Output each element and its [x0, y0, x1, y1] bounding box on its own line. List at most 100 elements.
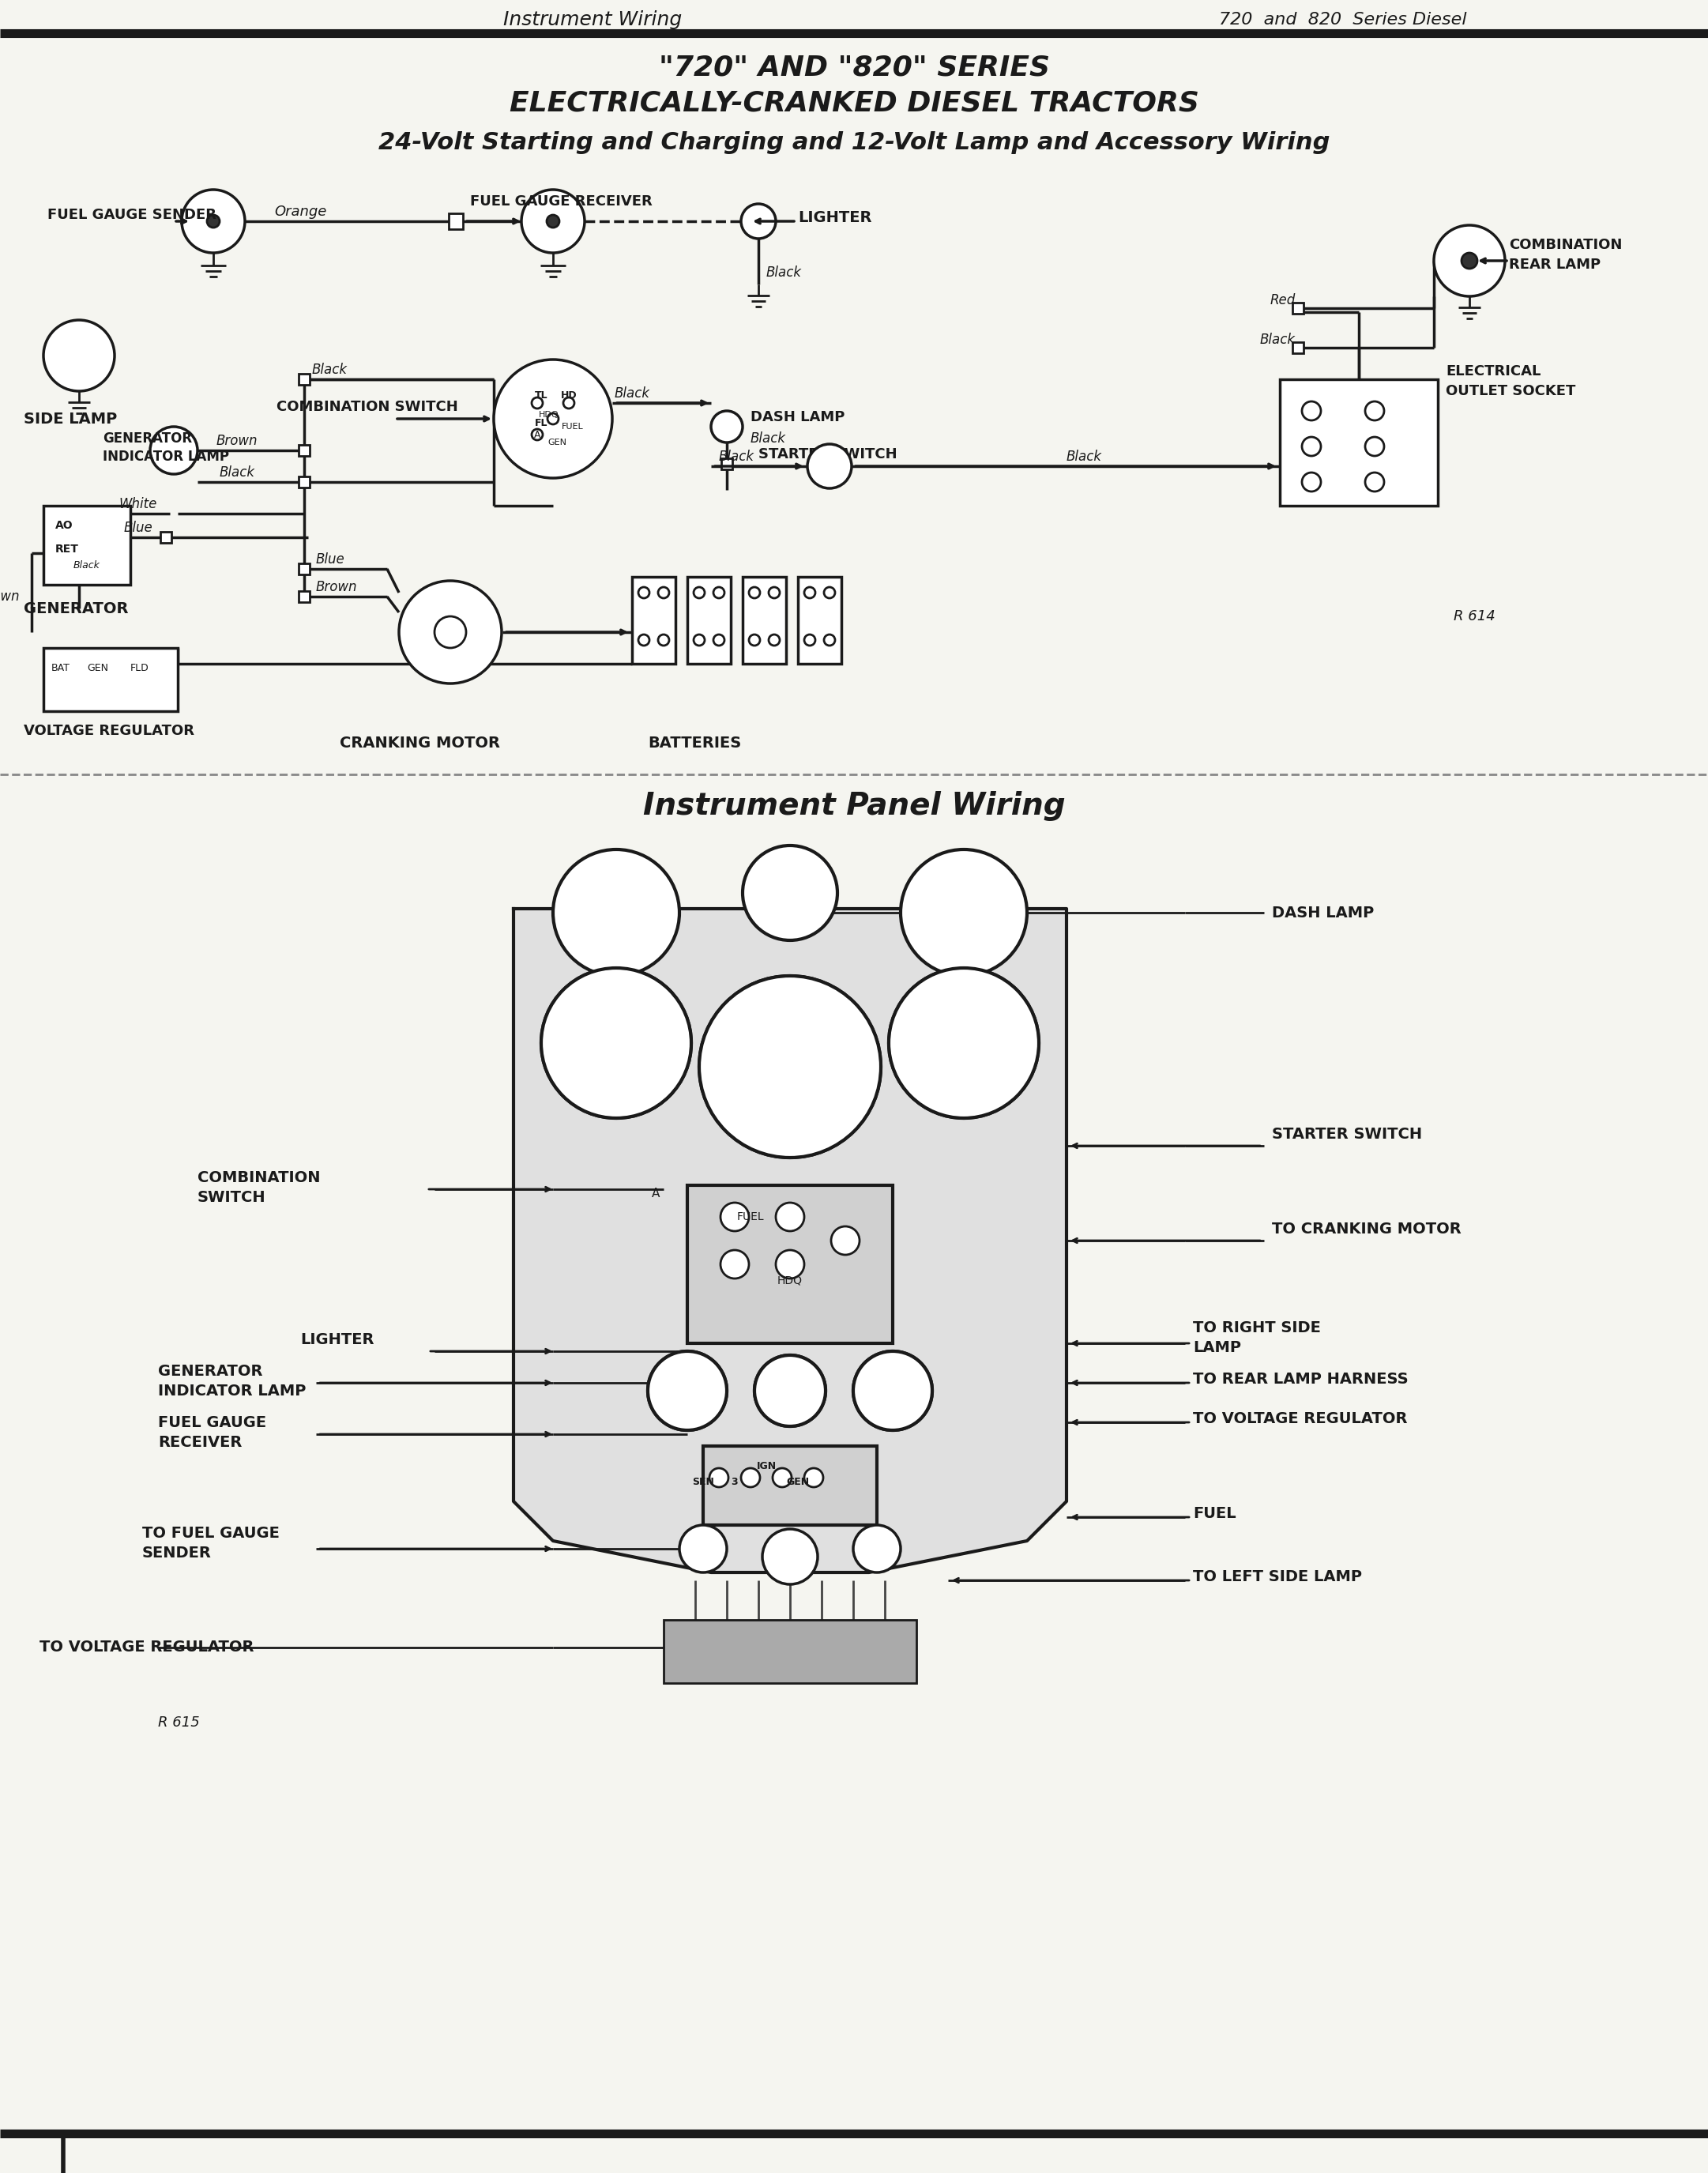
- Bar: [43, 648, 178, 711]
- Text: 24-Volt Starting and Charging and 12-Volt Lamp and Accessory Wiring: 24-Volt Starting and Charging and 12-Vol…: [377, 130, 1331, 154]
- Bar: [43, 506, 130, 585]
- Circle shape: [804, 635, 815, 645]
- Text: BAT: BAT: [51, 663, 70, 674]
- Circle shape: [714, 635, 724, 645]
- Text: COMBINATION SWITCH: COMBINATION SWITCH: [277, 400, 458, 415]
- Circle shape: [434, 617, 466, 648]
- Circle shape: [658, 587, 670, 598]
- Text: 3: 3: [731, 1475, 738, 1486]
- Circle shape: [804, 587, 815, 598]
- Circle shape: [553, 850, 680, 976]
- Circle shape: [888, 967, 1038, 1119]
- Text: GEN: GEN: [786, 1475, 810, 1486]
- Text: TO VOLTAGE REGULATOR: TO VOLTAGE REGULATOR: [39, 1641, 254, 1656]
- Text: IGN: IGN: [757, 1460, 775, 1471]
- Circle shape: [699, 976, 881, 1158]
- Text: HDQ: HDQ: [540, 411, 559, 419]
- Circle shape: [741, 1469, 760, 1486]
- Text: VOLTAGE REGULATOR: VOLTAGE REGULATOR: [24, 724, 195, 739]
- Bar: [299, 374, 309, 385]
- Bar: [299, 476, 309, 487]
- Text: LIGHTER: LIGHTER: [301, 1332, 374, 1347]
- Text: COMBINATION: COMBINATION: [198, 1169, 321, 1184]
- Bar: [687, 1184, 893, 1343]
- Circle shape: [548, 413, 559, 424]
- Circle shape: [888, 967, 1038, 1119]
- Circle shape: [1365, 437, 1383, 456]
- Text: "720" AND "820" SERIES: "720" AND "820" SERIES: [659, 54, 1049, 80]
- Text: Instrument Wiring: Instrument Wiring: [504, 11, 681, 28]
- Circle shape: [1435, 226, 1505, 296]
- Circle shape: [1301, 437, 1320, 456]
- Text: OUTLET SOCKET: OUTLET SOCKET: [1445, 385, 1575, 398]
- Text: Brown: Brown: [217, 435, 258, 448]
- Circle shape: [808, 443, 852, 489]
- Circle shape: [772, 1469, 791, 1486]
- Circle shape: [150, 426, 198, 474]
- Text: STARTER SWITCH: STARTER SWITCH: [758, 448, 897, 461]
- Text: SEN: SEN: [692, 1475, 714, 1486]
- Text: SIDE LAMP: SIDE LAMP: [24, 411, 118, 426]
- Text: GENERATOR: GENERATOR: [102, 432, 191, 445]
- Text: TL: TL: [535, 389, 548, 400]
- Text: A: A: [652, 1186, 659, 1199]
- Bar: [299, 591, 309, 602]
- Text: SENDER: SENDER: [142, 1545, 212, 1560]
- Text: LIGHTER: LIGHTER: [798, 211, 871, 224]
- Circle shape: [1462, 252, 1477, 269]
- Text: FUEL GAUGE RECEIVER: FUEL GAUGE RECEIVER: [470, 193, 652, 209]
- Text: Brown: Brown: [0, 589, 20, 604]
- Text: R 615: R 615: [159, 1714, 200, 1730]
- Text: Black: Black: [615, 387, 649, 400]
- Circle shape: [721, 1202, 748, 1232]
- Circle shape: [804, 1469, 823, 1486]
- Bar: [1293, 341, 1303, 354]
- Text: RET: RET: [55, 543, 79, 554]
- Circle shape: [639, 587, 649, 598]
- Text: HDQ: HDQ: [777, 1276, 803, 1286]
- Text: GENERATOR: GENERATOR: [159, 1362, 263, 1378]
- Circle shape: [1301, 402, 1320, 419]
- Bar: [449, 213, 463, 228]
- Text: ELECTRICALLY-CRANKED DIESEL TRACTORS: ELECTRICALLY-CRANKED DIESEL TRACTORS: [509, 89, 1199, 115]
- Text: R 614: R 614: [1454, 608, 1494, 624]
- Text: STARTER SWITCH: STARTER SWITCH: [1272, 1126, 1423, 1141]
- Text: COMBINATION: COMBINATION: [1508, 237, 1623, 252]
- Bar: [299, 445, 309, 456]
- Circle shape: [711, 411, 743, 443]
- Text: Black: Black: [73, 561, 101, 569]
- Bar: [721, 459, 733, 469]
- Circle shape: [693, 635, 705, 645]
- Text: GEN: GEN: [548, 439, 567, 445]
- Text: Black: Black: [767, 265, 801, 280]
- Circle shape: [709, 1469, 728, 1486]
- Bar: [1293, 302, 1303, 313]
- Circle shape: [521, 189, 584, 252]
- Bar: [704, 1445, 876, 1525]
- Bar: [743, 576, 786, 663]
- Text: Black: Black: [750, 432, 786, 445]
- Circle shape: [823, 587, 835, 598]
- Text: FUEL GAUGE: FUEL GAUGE: [159, 1415, 266, 1430]
- Text: SWITCH: SWITCH: [198, 1189, 266, 1204]
- Text: Instrument Panel Wiring: Instrument Panel Wiring: [642, 791, 1066, 821]
- Text: FL: FL: [535, 417, 548, 428]
- Text: 720  and  820  Series Diesel: 720 and 820 Series Diesel: [1220, 11, 1467, 28]
- Text: FLD: FLD: [130, 663, 149, 674]
- Circle shape: [900, 850, 1027, 976]
- Text: BATTERIES: BATTERIES: [647, 734, 741, 750]
- Circle shape: [680, 1525, 728, 1573]
- Circle shape: [400, 580, 502, 684]
- Text: AO: AO: [55, 519, 73, 530]
- Circle shape: [1365, 402, 1383, 419]
- Text: Blue: Blue: [316, 552, 345, 567]
- Text: DASH LAMP: DASH LAMP: [750, 411, 845, 424]
- Text: CRANKING MOTOR: CRANKING MOTOR: [340, 734, 500, 750]
- Circle shape: [564, 398, 574, 409]
- Circle shape: [1365, 472, 1383, 491]
- Circle shape: [541, 967, 692, 1119]
- Text: Orange: Orange: [273, 204, 326, 219]
- Circle shape: [748, 635, 760, 645]
- Circle shape: [639, 635, 649, 645]
- Bar: [687, 576, 731, 663]
